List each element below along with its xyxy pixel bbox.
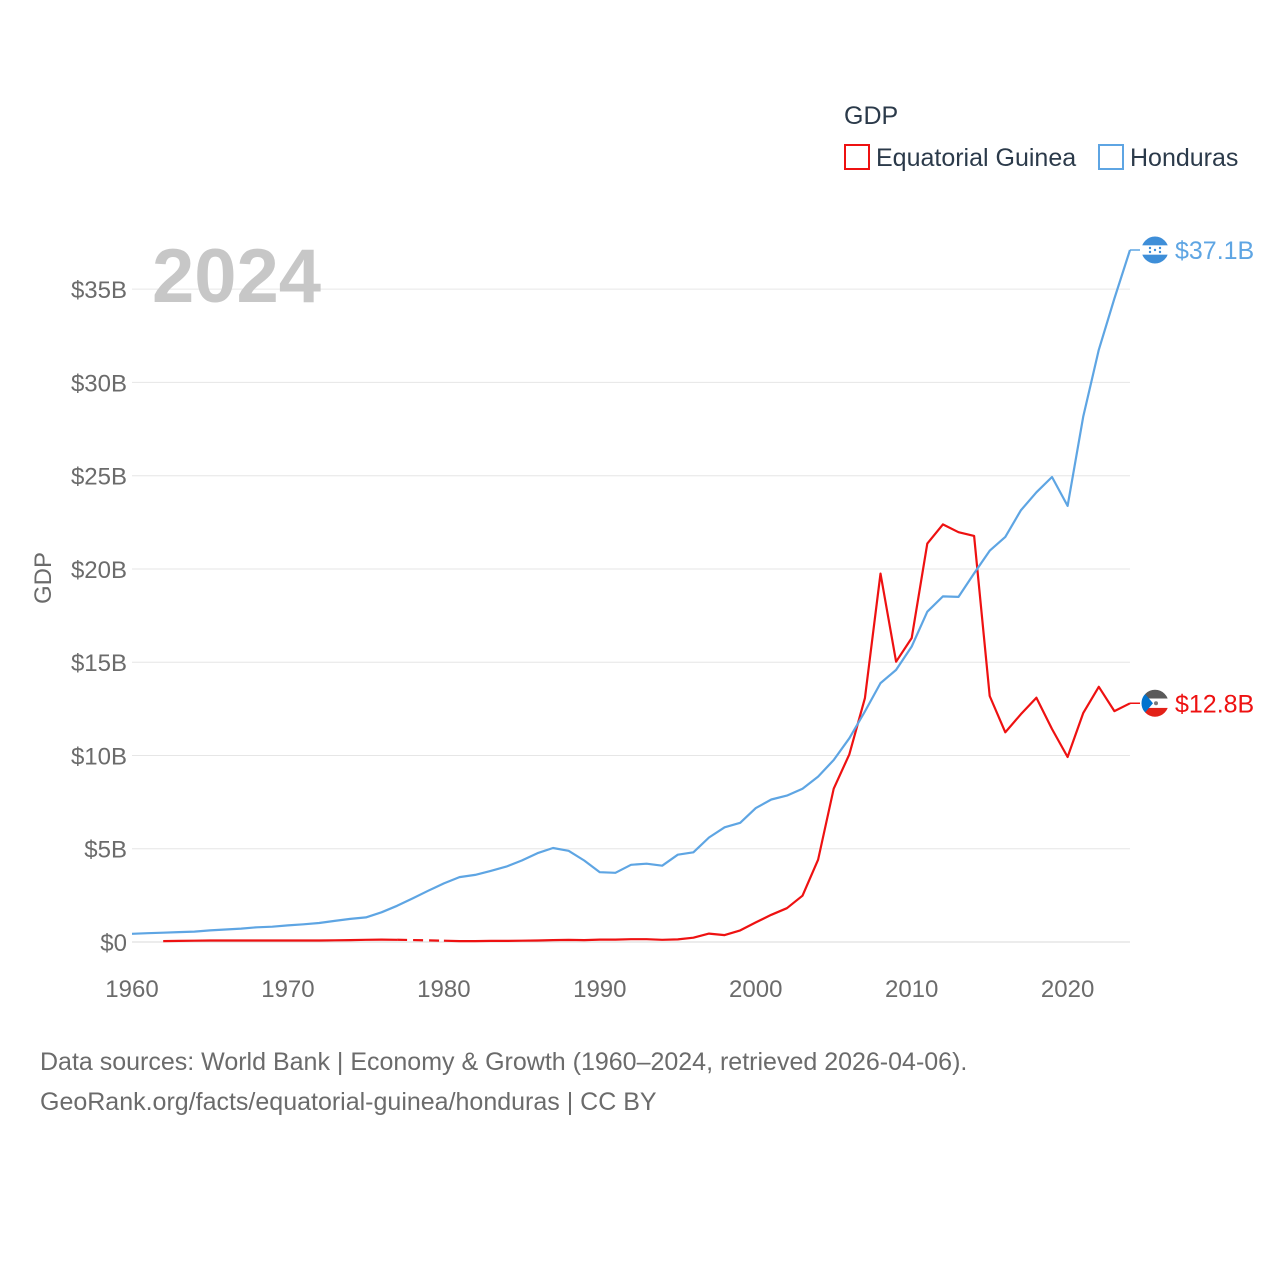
chart-footer: Data sources: World Bank | Economy & Gro… <box>40 1042 967 1122</box>
end-value-label-equatorial-guinea: $12.8B <box>1175 690 1254 718</box>
series-lines <box>131 249 1132 943</box>
legend: GDP Equatorial Guinea Honduras <box>844 102 1238 172</box>
grid-lines <box>132 288 1130 943</box>
legend-title: GDP <box>844 102 898 130</box>
y-axis-title: GDP <box>30 552 57 604</box>
x-axis-ticks: 1960 1970 1980 1990 2000 2010 2020 <box>105 976 1094 1003</box>
legend-swatch-honduras[interactable] <box>1098 144 1124 170</box>
source-link[interactable]: GeoRank.org/facts/equatorial-guinea/hond… <box>40 1088 657 1116</box>
x-tick-label: 2000 <box>729 976 782 1003</box>
legend-label-honduras[interactable]: Honduras <box>1130 144 1238 172</box>
y-axis-ticks: $0 $5B $10B $15B $20B $25B $30B $35B <box>71 277 127 957</box>
series-end-labels: $12.8B $37.1B <box>1130 235 1254 718</box>
x-tick-label: 1970 <box>261 976 314 1003</box>
data-sources-note: Data sources: World Bank | Economy & Gro… <box>40 1048 968 1076</box>
x-tick-label: 1960 <box>105 976 158 1003</box>
equatorial-guinea-flag-icon <box>1140 688 1170 718</box>
y-tick-label: $20B <box>71 557 127 584</box>
series-line-honduras[interactable] <box>131 249 1132 935</box>
x-tick-label: 1980 <box>417 976 470 1003</box>
end-value-label-honduras: $37.1B <box>1175 237 1254 265</box>
legend-label-equatorial-guinea[interactable]: Equatorial Guinea <box>876 144 1076 172</box>
legend-swatch-equatorial-guinea[interactable] <box>844 144 870 170</box>
y-tick-label: $10B <box>71 743 127 770</box>
x-tick-label: 1990 <box>573 976 626 1003</box>
y-tick-label: $0 <box>100 930 127 957</box>
y-tick-label: $35B <box>71 277 127 304</box>
honduras-flag-icon <box>1140 235 1170 265</box>
y-tick-label: $15B <box>71 650 127 677</box>
x-tick-label: 2010 <box>885 976 938 1003</box>
y-tick-label: $30B <box>71 370 127 397</box>
series-gap-equatorial-guinea <box>397 938 444 942</box>
y-tick-label: $25B <box>71 464 127 491</box>
year-watermark: 2024 <box>152 234 321 319</box>
x-tick-label: 2020 <box>1041 976 1094 1003</box>
y-tick-label: $5B <box>84 837 127 864</box>
series-line-equatorial-guinea[interactable] <box>163 523 1131 943</box>
